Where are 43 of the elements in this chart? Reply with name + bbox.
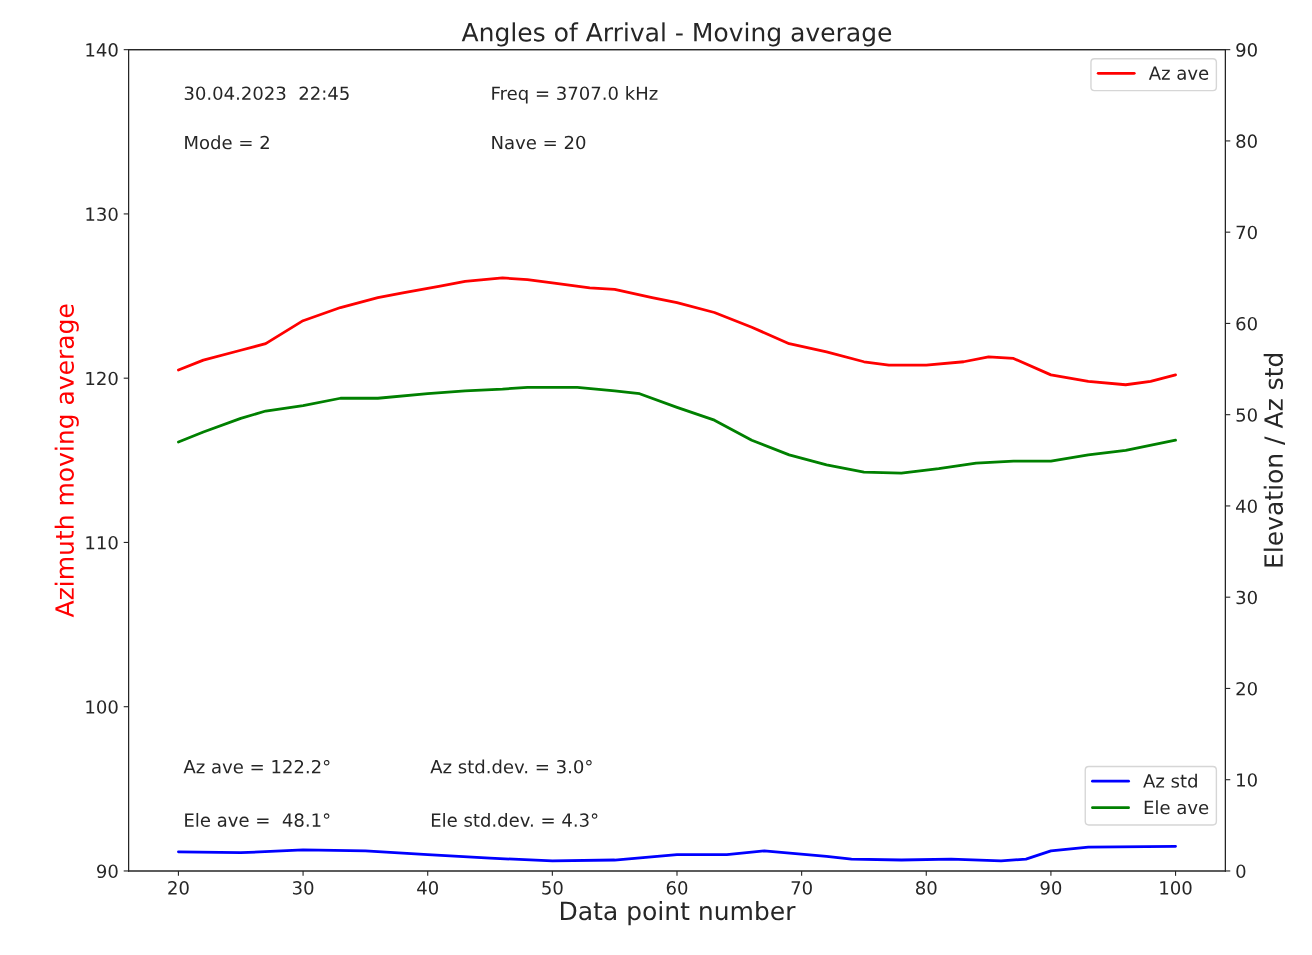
y-tick-label: 100 bbox=[86, 700, 118, 714]
legend-label: Ele ave bbox=[1144, 800, 1209, 815]
y-tick-label: 90 bbox=[97, 864, 118, 879]
annotation: Az ave = 122.2° bbox=[183, 759, 330, 774]
y2-tick-label: 70 bbox=[1236, 225, 1257, 240]
x-tick-label: 80 bbox=[916, 881, 937, 895]
y-tick-label: 110 bbox=[86, 535, 118, 550]
x-tick-label: 40 bbox=[417, 881, 438, 895]
x-tick-label: 100 bbox=[1160, 881, 1192, 895]
annotation: Freq = 3707.0 kHz bbox=[492, 86, 658, 104]
line-series bbox=[177, 276, 1177, 387]
annotation: Az std.dev. = 3.0° bbox=[430, 759, 592, 774]
x-tick-label: 30 bbox=[292, 881, 314, 895]
y2-tick-label: 80 bbox=[1236, 134, 1257, 149]
annotation: Nave = 20 bbox=[492, 135, 586, 150]
y2-tick-label: 50 bbox=[1236, 408, 1257, 422]
y-axis-title: Azimuth moving average bbox=[54, 304, 79, 618]
annotation: Ele ave = 48.1° bbox=[185, 812, 330, 827]
y2-tick-label: 20 bbox=[1236, 681, 1257, 696]
x-axis-title: Data point number bbox=[560, 900, 796, 926]
y-tick-label: 120 bbox=[86, 371, 118, 386]
annotation: Mode = 2 bbox=[185, 135, 269, 150]
annotation: Ele std.dev. = 4.3° bbox=[431, 812, 598, 827]
y2-tick-label: 40 bbox=[1236, 499, 1257, 514]
line-series bbox=[177, 385, 1177, 475]
annotation: 30.04.2023 22:45 bbox=[184, 86, 349, 101]
x-tick-label: 90 bbox=[1040, 881, 1062, 895]
x-tick-label: 60 bbox=[666, 881, 688, 895]
y2-tick-label: 10 bbox=[1237, 773, 1257, 787]
x-tick-label: 20 bbox=[168, 881, 189, 895]
y2-tick-label: 90 bbox=[1236, 43, 1257, 57]
y-tick-label: 130 bbox=[86, 207, 118, 222]
y2-tick-label: 30 bbox=[1236, 590, 1257, 605]
x-tick-label: 70 bbox=[791, 881, 812, 895]
y2-axis-title: Elevation / Az std bbox=[1263, 353, 1285, 567]
y2-tick-label: 60 bbox=[1236, 316, 1257, 331]
line-series bbox=[177, 844, 1177, 863]
legend-label: Az ave bbox=[1148, 66, 1209, 80]
y-tick-label: 140 bbox=[86, 43, 118, 57]
chart-title: Angles of Arrival - Moving average bbox=[461, 22, 892, 47]
legend-label: Az std bbox=[1143, 773, 1197, 788]
y2-tick-label: 0 bbox=[1236, 864, 1246, 879]
x-tick-label: 50 bbox=[542, 881, 563, 895]
